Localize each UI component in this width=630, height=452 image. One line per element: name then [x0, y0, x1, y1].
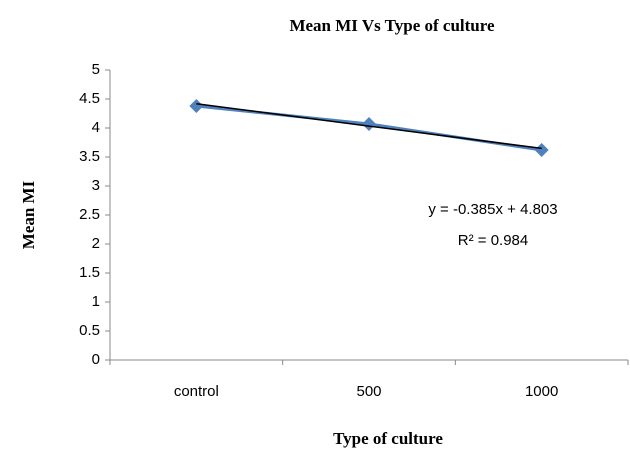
- y-tick-label: 2.5: [79, 206, 100, 223]
- x-tick-label: control: [174, 383, 219, 400]
- y-tick-label: 3: [92, 177, 100, 194]
- y-tick-label: 4.5: [79, 90, 100, 107]
- y-axis-label: Mean MI: [19, 180, 38, 249]
- y-tick-label: 1: [92, 293, 100, 310]
- y-tick-label: 0: [92, 351, 100, 368]
- x-axis-label: Type of culture: [333, 429, 443, 448]
- trendline-equation: y = -0.385x + 4.803: [428, 201, 557, 218]
- trendline-r2: R² = 0.984: [458, 232, 528, 249]
- point: [534, 143, 549, 158]
- x-tick-label: 1000: [525, 383, 558, 400]
- y-tick-label: 2: [92, 235, 100, 252]
- chart-title: Mean MI Vs Type of culture: [289, 16, 495, 35]
- x-tick-label: 500: [356, 383, 381, 400]
- trendline: [196, 103, 542, 150]
- y-tick-label: 1.5: [79, 264, 100, 281]
- y-tick-label: 4: [92, 119, 100, 136]
- point: [189, 98, 204, 113]
- y-tick-label: 5: [92, 61, 100, 78]
- point: [362, 116, 376, 131]
- y-tick-label: 3.5: [79, 148, 100, 165]
- y-tick-label: 0.5: [79, 322, 100, 339]
